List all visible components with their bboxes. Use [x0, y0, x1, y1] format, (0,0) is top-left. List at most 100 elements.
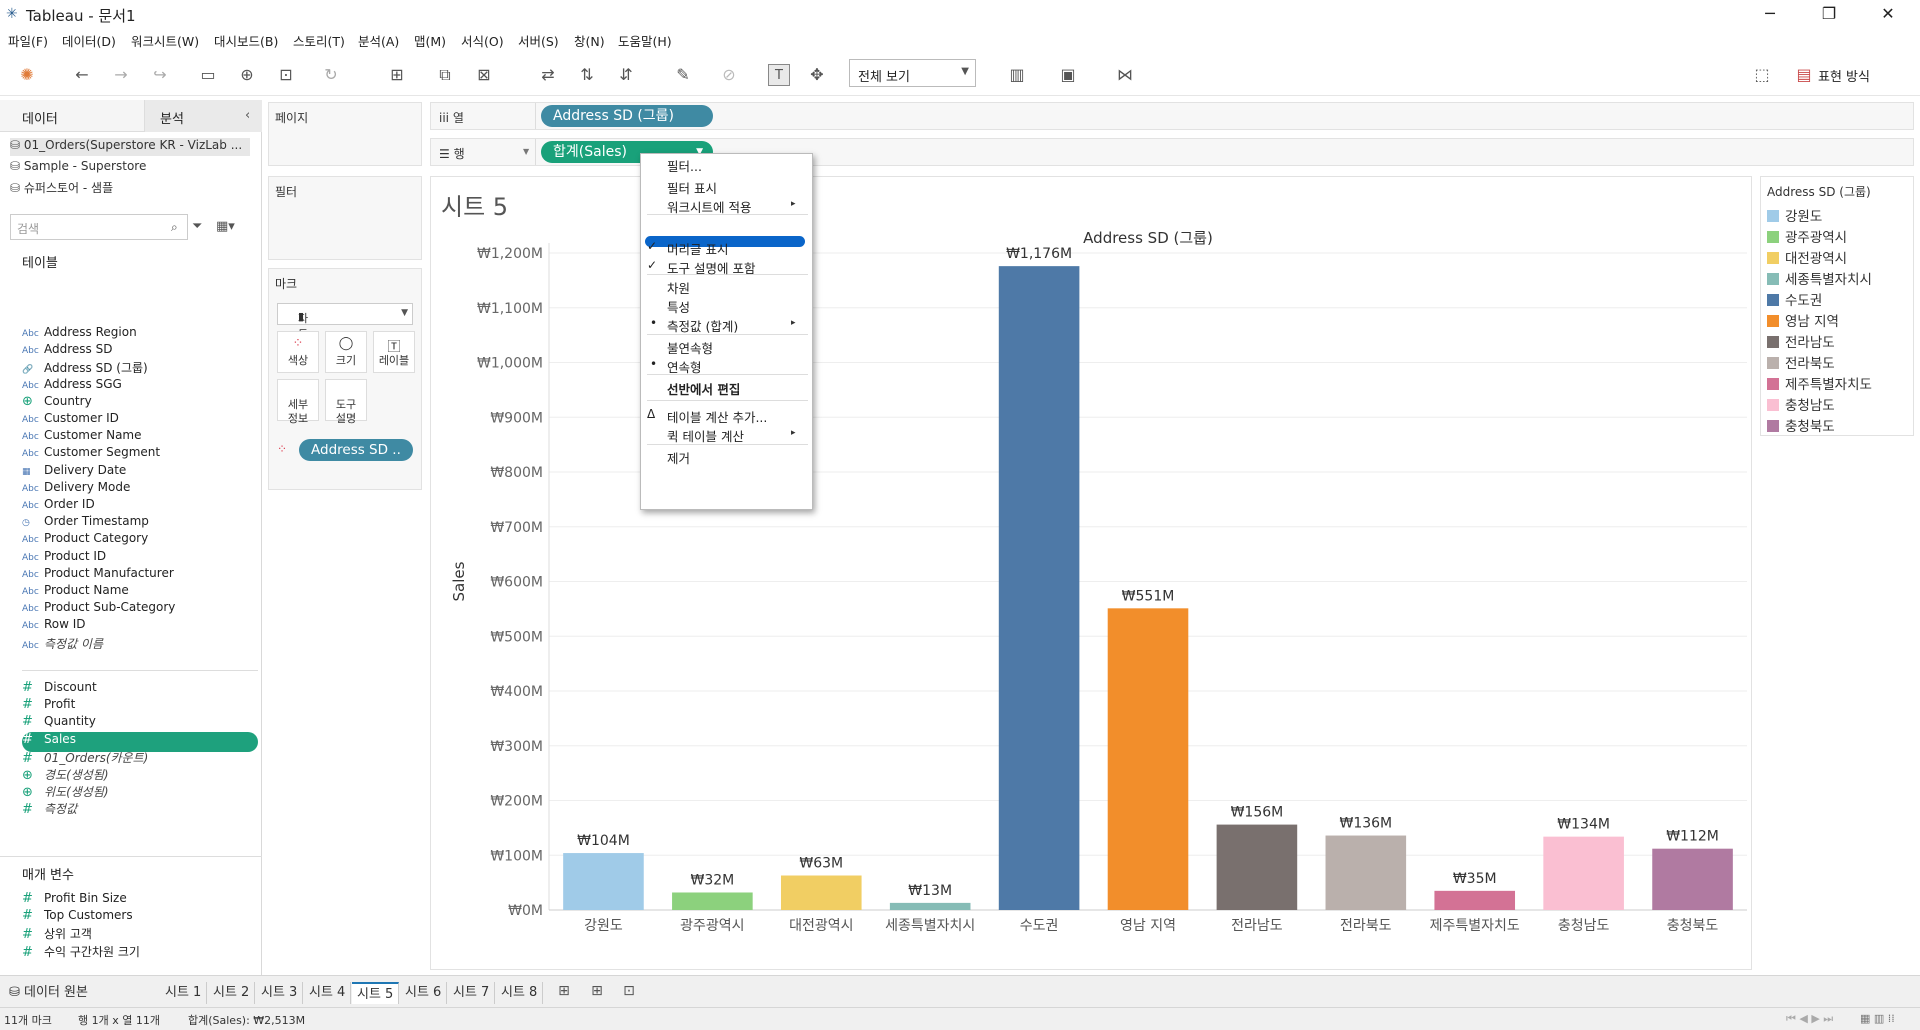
- label-button[interactable]: 🅃 레이블: [373, 331, 415, 373]
- undo-icon[interactable]: ←: [75, 65, 89, 84]
- menu-item-8[interactable]: 측정값 (합계): [667, 319, 739, 334]
- datasource-item[interactable]: ⛁ 01_Orders(Superstore KR - VizLab ...: [10, 138, 250, 156]
- field-7[interactable]: # 측정값: [22, 800, 258, 820]
- sort-asc-icon[interactable]: ⇅: [580, 65, 594, 84]
- field-2[interactable]: # Quantity: [22, 714, 258, 734]
- field-4[interactable]: #01_Orders(카운트): [22, 749, 258, 769]
- new-datasource-icon[interactable]: ⊕: [240, 65, 254, 84]
- menu-data[interactable]: 데이터(D): [62, 34, 116, 49]
- field-1[interactable]: # Top Customers: [22, 908, 258, 928]
- menu-help[interactable]: 도움말(H): [618, 34, 672, 49]
- legend-item[interactable]: 충청남도: [1767, 394, 1835, 414]
- field-13[interactable]: Abc Product ID: [22, 549, 258, 569]
- replay-icon[interactable]: ↪: [153, 65, 167, 84]
- color-button[interactable]: ⁘ 색상: [277, 331, 319, 373]
- tab-navigation-icon[interactable]: ⏮ ◀ ▶ ⏭: [1786, 1012, 1834, 1025]
- minimize-icon[interactable]: ─: [1765, 4, 1775, 23]
- datasource-item[interactable]: ⛁ Sample - Superstore: [10, 159, 146, 173]
- save-icon[interactable]: ▭: [200, 65, 216, 84]
- filters-card[interactable]: 필터: [268, 176, 422, 260]
- chevron-down-icon[interactable]: ▼: [696, 147, 703, 157]
- field-17[interactable]: Abc Row ID: [22, 617, 258, 637]
- new-story-icon[interactable]: ⊡: [623, 983, 635, 999]
- size-button[interactable]: ◯ 크기: [325, 331, 367, 373]
- sheet-tab-1[interactable]: 시트 1: [160, 982, 208, 1004]
- show-me-label[interactable]: 표현 방식: [1818, 70, 1870, 85]
- bar-0[interactable]: [563, 853, 644, 910]
- menu-item-6[interactable]: 차원: [667, 281, 691, 296]
- field-3[interactable]: Abc Address SGG: [22, 377, 258, 397]
- columns-pill[interactable]: Address SD (그룹): [541, 105, 713, 127]
- sheet-tab-2[interactable]: 시트 2: [208, 982, 256, 1004]
- menu-item-12[interactable]: 테이블 계산 추가...: [667, 410, 768, 425]
- new-dashboard-icon[interactable]: ⊞: [591, 983, 603, 999]
- sort-desc-icon[interactable]: ⇵: [619, 65, 633, 84]
- bar-9[interactable]: [1543, 836, 1624, 910]
- mark-color-pill[interactable]: Address SD ..: [299, 439, 413, 461]
- field-2[interactable]: # 상위 고객: [22, 925, 258, 945]
- show-labels-icon[interactable]: T: [768, 64, 790, 86]
- sheet-tab-5[interactable]: 시트 5: [352, 982, 400, 1004]
- search-input[interactable]: 검색 ⌕: [10, 214, 188, 240]
- group-icon[interactable]: ⊘: [722, 65, 736, 84]
- legend-item[interactable]: 전라북도: [1767, 352, 1835, 372]
- datasource-item[interactable]: ⛁ 슈퍼스토어 - 샘플: [10, 179, 113, 196]
- bar-4[interactable]: [998, 266, 1080, 910]
- legend-item[interactable]: 전라남도: [1767, 331, 1835, 351]
- new-worksheet-icon[interactable]: ⊞: [390, 65, 404, 84]
- menu-item-13[interactable]: 퀵 테이블 계산: [667, 429, 744, 444]
- sheet-tab-4[interactable]: 시트 4: [304, 982, 352, 1004]
- view-options-icon[interactable]: ▦▾: [216, 219, 235, 234]
- menu-item-9[interactable]: 불연속형: [667, 341, 714, 356]
- menu-file[interactable]: 파일(F): [8, 34, 48, 49]
- columns-shelf[interactable]: iii 열 Address SD (그룹): [430, 102, 1914, 130]
- bar-10[interactable]: [1652, 848, 1733, 910]
- bar-6[interactable]: [1216, 824, 1298, 910]
- menu-item-10[interactable]: 연속형: [667, 360, 702, 375]
- menu-item-11[interactable]: 선반에서 편집: [667, 382, 741, 397]
- field-3[interactable]: # 수익 구간차원 크기: [22, 943, 258, 963]
- menu-item-1[interactable]: 필터 표시: [667, 181, 717, 196]
- bar-1[interactable]: [672, 892, 753, 910]
- menu-item-4[interactable]: 머리글 표시: [667, 242, 729, 257]
- menu-item-0[interactable]: 필터...: [667, 159, 702, 174]
- legend-item[interactable]: 영남 지역: [1767, 310, 1839, 330]
- fix-axes-icon[interactable]: ✥: [810, 65, 824, 84]
- menu-window[interactable]: 창(N): [574, 34, 605, 49]
- field-7[interactable]: Abc Customer Segment: [22, 445, 258, 465]
- field-6[interactable]: ⊕ 위도(생성됨): [22, 783, 258, 803]
- redo-icon[interactable]: →: [114, 65, 128, 84]
- field-3[interactable]: # Sales: [22, 731, 258, 752]
- legend-item[interactable]: 강원도: [1767, 205, 1822, 225]
- fit-view-select[interactable]: 전체 보기 ▼: [849, 59, 976, 87]
- mark-type-select[interactable]: ▮ 자동 ▼: [277, 303, 413, 341]
- sheet-tab-7[interactable]: 시트 7: [448, 982, 496, 1004]
- sheet-tab-3[interactable]: 시트 3: [256, 982, 304, 1004]
- tableau-home-icon[interactable]: ✺: [20, 65, 34, 84]
- field-6[interactable]: Abc Customer Name: [22, 428, 258, 448]
- highlight-icon[interactable]: ✎: [676, 65, 690, 84]
- collapse-icon[interactable]: ‹: [245, 108, 251, 123]
- menu-format[interactable]: 서식(O): [461, 34, 504, 49]
- show-me-icon[interactable]: ▤: [1796, 65, 1812, 84]
- menu-item-5[interactable]: 도구 설명에 포함: [667, 261, 756, 276]
- grid-view-icon[interactable]: ▦ ▥ ⁞⁞: [1860, 1012, 1895, 1025]
- sheet-tab-6[interactable]: 시트 6: [400, 982, 448, 1004]
- new-worksheet-icon[interactable]: ⊞: [558, 983, 570, 999]
- field-15[interactable]: Abc Product Name: [22, 583, 258, 603]
- field-9[interactable]: Abc Delivery Mode: [22, 480, 258, 500]
- datasource-tab[interactable]: ⛁ 데이터 원본: [4, 982, 93, 1004]
- menu-item-2[interactable]: 워크시트에 적용: [667, 200, 752, 215]
- menu-item-7[interactable]: 특성: [667, 300, 691, 315]
- field-5[interactable]: ⊕ 경도(생성됨): [22, 766, 258, 786]
- field-14[interactable]: Abc Product Manufacturer: [22, 566, 258, 586]
- close-icon[interactable]: ✕: [1881, 4, 1895, 23]
- menu-worksheet[interactable]: 워크시트(W): [131, 34, 200, 49]
- field-5[interactable]: Abc Customer ID: [22, 411, 258, 431]
- legend-item[interactable]: 세종특별자치시: [1767, 268, 1872, 288]
- bar-8[interactable]: [1434, 890, 1516, 910]
- field-0[interactable]: # Profit Bin Size: [22, 891, 258, 911]
- clear-sheet-icon[interactable]: ⊠: [477, 65, 491, 84]
- tab-data[interactable]: 데이터: [22, 112, 58, 127]
- field-1[interactable]: # Profit: [22, 697, 258, 717]
